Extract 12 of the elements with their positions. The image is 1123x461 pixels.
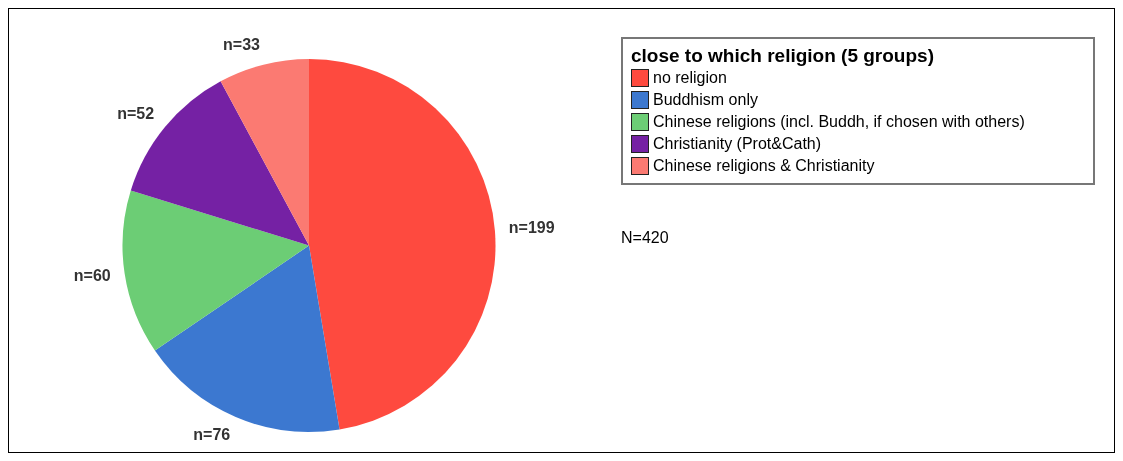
legend-label: Buddhism only [653, 90, 758, 110]
legend-label: Christianity (Prot&Cath) [653, 134, 822, 154]
legend-label: no religion [653, 68, 727, 88]
data-label: n=52 [117, 104, 155, 122]
legend-label: Chinese religions & Christianity [653, 156, 875, 176]
data-label: n=60 [73, 266, 111, 284]
data-label: n=33 [223, 35, 261, 53]
data-label: n=199 [508, 218, 555, 236]
legend-label: Chinese religions (incl. Buddh, if chosen with others) [653, 112, 1025, 132]
data-label: n=76 [193, 425, 231, 443]
text: N=420 [621, 229, 669, 247]
legend-title: close to which religion (5 groups) [631, 45, 935, 67]
